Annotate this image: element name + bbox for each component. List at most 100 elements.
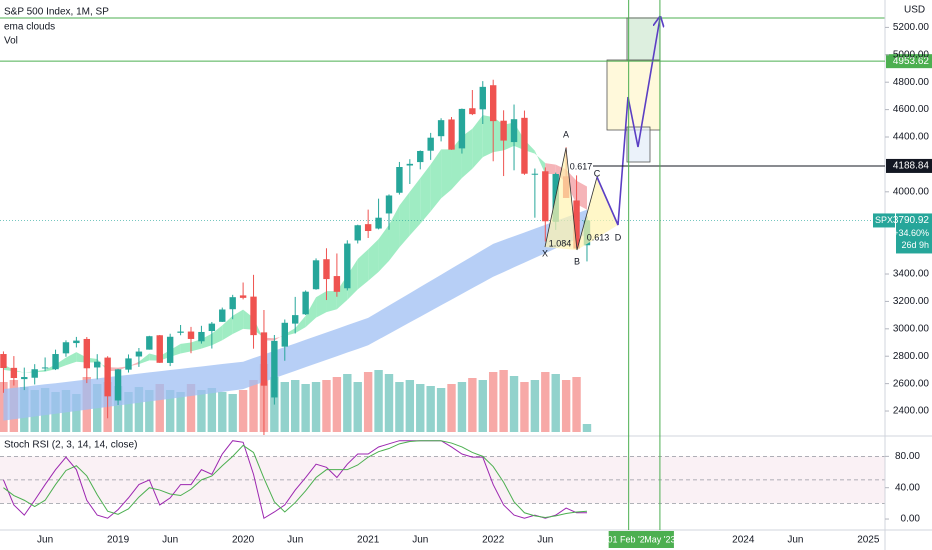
candle-body xyxy=(354,225,361,241)
volume-bar xyxy=(551,374,560,432)
candle-body xyxy=(333,276,341,292)
volume-bar xyxy=(72,394,81,432)
countdown-label: 26d 9h xyxy=(901,240,929,250)
y-tick-label: 4600.00 xyxy=(893,104,930,115)
volume-bar xyxy=(572,377,581,432)
fast-ema-cloud xyxy=(399,191,410,248)
candle-body xyxy=(166,336,174,363)
volume-bar xyxy=(207,388,217,432)
symbol-badge-label: SPX xyxy=(875,215,893,225)
fast-ema-cloud xyxy=(420,164,431,224)
symbol-badge xyxy=(873,213,895,228)
volume-bar xyxy=(301,384,310,432)
volume-bar xyxy=(113,386,123,432)
indicator-label: Vol xyxy=(4,36,18,47)
date-badge-label: 01 Feb '23 xyxy=(608,534,650,544)
price-change-label: +34.60% xyxy=(893,228,929,238)
y-tick-label: 3400.00 xyxy=(893,269,930,280)
candle-body xyxy=(229,297,236,310)
fast-ema-cloud xyxy=(305,297,317,328)
volume-bar xyxy=(218,392,227,432)
candle-body xyxy=(510,119,518,143)
volume-bar xyxy=(238,390,248,432)
candle-body xyxy=(458,108,466,149)
price-line-badge xyxy=(886,158,932,173)
candle-body xyxy=(437,120,445,137)
fast-ema-cloud xyxy=(65,352,77,366)
x-tick-label: Jun xyxy=(537,535,553,546)
fast-ema-cloud xyxy=(13,369,25,373)
y-tick-label: 4800.00 xyxy=(893,77,930,88)
volume-bar xyxy=(353,382,362,432)
volume-bar xyxy=(520,382,529,432)
price-line-label: 4953.62 xyxy=(893,56,930,67)
fast-ema-cloud xyxy=(378,224,389,272)
volume-bar xyxy=(343,374,352,432)
candle-body xyxy=(239,295,247,298)
candle-body xyxy=(73,340,80,344)
fast-ema-cloud xyxy=(316,291,327,318)
volume-bar xyxy=(322,380,331,432)
x-tick-label: Jun xyxy=(37,535,53,546)
volume-bar xyxy=(457,382,467,432)
fast-ema-cloud xyxy=(180,342,192,354)
volume-bar xyxy=(384,374,394,432)
price-line-label: 4188.84 xyxy=(893,161,930,172)
fast-ema-cloud xyxy=(222,315,233,341)
y-tick-label: 3200.00 xyxy=(893,296,930,307)
candle-body xyxy=(427,137,434,151)
fast-ema-cloud xyxy=(211,325,223,346)
stoch-pane xyxy=(0,440,885,520)
candle-body xyxy=(542,171,549,222)
candle-body xyxy=(292,315,299,324)
candle-body xyxy=(135,351,143,357)
volume-bar xyxy=(405,380,415,432)
drawings xyxy=(0,18,885,251)
volume-bar xyxy=(249,380,258,432)
stoch-title: Stoch RSI (2, 3, 14, 14, close) xyxy=(4,440,137,451)
y-tick-label: 4400.00 xyxy=(893,132,930,143)
volume-bar xyxy=(561,380,571,432)
indicator-label: ema clouds xyxy=(4,22,55,33)
volume-bar xyxy=(395,382,404,432)
candle-body xyxy=(417,150,424,163)
pattern-ratio-label: 0.613 xyxy=(587,232,610,242)
volume-bar xyxy=(165,390,175,432)
price-line-badge xyxy=(886,54,932,69)
candle-body xyxy=(62,342,70,354)
fast-ema-cloud xyxy=(368,239,379,281)
volume-bar xyxy=(530,380,540,432)
y-tick-label: 5200.00 xyxy=(893,22,930,33)
y-tick-label: 80.00 xyxy=(895,451,920,462)
volume-bar xyxy=(145,390,154,432)
fast-ema-cloud xyxy=(326,291,337,313)
candle-body xyxy=(375,217,382,229)
candle-body xyxy=(260,332,268,386)
volume-bar xyxy=(374,370,383,432)
volume-bar xyxy=(499,370,508,432)
currency: USD xyxy=(904,5,925,16)
candle-body xyxy=(302,291,309,315)
y-tick-label: 3000.00 xyxy=(893,323,930,334)
volume-bar xyxy=(436,388,446,432)
candle-body xyxy=(208,323,216,332)
pattern-point-label: D xyxy=(615,232,622,242)
candle-body xyxy=(21,377,28,380)
x-tick-label: 2024 xyxy=(732,535,755,546)
pattern-point-label: A xyxy=(563,129,569,139)
candle-body xyxy=(406,163,414,166)
volume-bar xyxy=(363,372,373,432)
volume-bar xyxy=(416,384,425,432)
last-price-label: 3790.92 xyxy=(893,215,930,226)
candle-body xyxy=(281,322,288,347)
x-tick-label: 2022 xyxy=(482,535,505,546)
fast-ema-cloud xyxy=(97,358,108,372)
x-tick-label: 2025 xyxy=(857,535,880,546)
volume-bar xyxy=(311,382,321,432)
volume-bar xyxy=(124,392,133,432)
volume-bar xyxy=(134,387,144,432)
candle-body xyxy=(385,195,393,214)
y-tick-label: 2400.00 xyxy=(893,406,930,417)
volume-bar xyxy=(332,377,342,432)
fast-ema-cloud xyxy=(430,149,442,212)
